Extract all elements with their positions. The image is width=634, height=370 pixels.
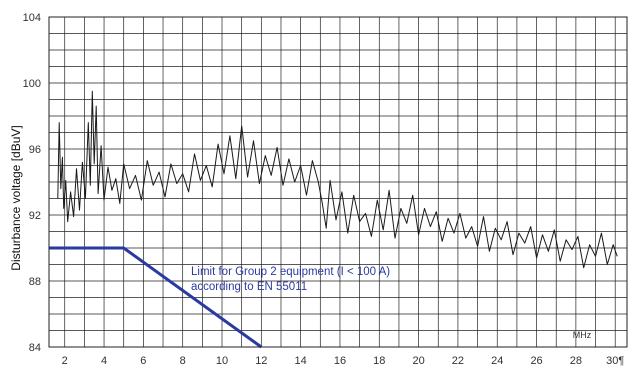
y-axis-label: Disturbance voltage [dBuV]	[9, 125, 23, 270]
y-tick-label: 100	[23, 78, 41, 90]
y-tick-label: 104	[23, 12, 41, 24]
x-tick-label: 26	[530, 355, 542, 367]
x-tick-label: 28	[570, 355, 582, 367]
annotation-line-2: according to EN 55011	[191, 281, 307, 293]
x-tick-label: 10	[216, 355, 228, 367]
y-axis-ticks: 84 88 92 96 100 104	[23, 12, 41, 354]
x-axis-ticks: 2 4 6 8 10 12 14 16 18 20 22 24 26 28 30¶	[62, 355, 625, 367]
x-tick-label: 2	[62, 355, 68, 367]
measured-series-line	[57, 90, 618, 269]
x-unit-label: MHz	[573, 330, 592, 340]
x-tick-label: 4	[101, 355, 107, 367]
annotation: Limit for Group 2 equipment (I < 100 A) …	[191, 266, 390, 293]
x-tick-label: 6	[140, 355, 146, 367]
x-tick-label: 24	[491, 355, 503, 367]
x-tick-label: 16	[334, 355, 346, 367]
x-tick-label: 12	[255, 355, 267, 367]
series-layer	[49, 90, 618, 349]
x-tick-label: 14	[295, 355, 307, 367]
x-tick-label: 20	[412, 355, 424, 367]
x-tick-label: 18	[373, 355, 385, 367]
y-tick-label: 92	[29, 210, 41, 222]
limit-line	[49, 246, 263, 349]
plot-frame	[48, 16, 628, 348]
y-tick-label: 88	[29, 276, 41, 288]
grid	[49, 17, 627, 347]
x-tick-label: 30¶	[606, 355, 624, 367]
x-tick-label: 8	[180, 355, 186, 367]
y-tick-label: 84	[29, 342, 41, 354]
annotation-line-1: Limit for Group 2 equipment (I < 100 A)	[191, 266, 390, 278]
y-tick-label: 96	[29, 144, 41, 156]
x-tick-label: 22	[452, 355, 464, 367]
